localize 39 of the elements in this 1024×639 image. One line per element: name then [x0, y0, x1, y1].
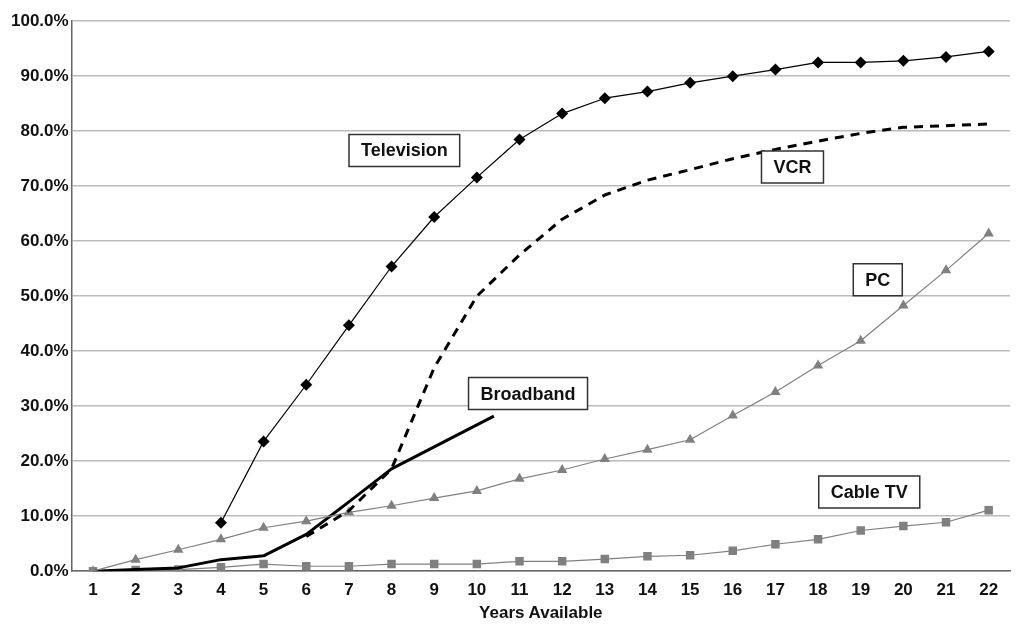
series-label: PC [865, 269, 891, 290]
y-tick-label: 10.0% [20, 505, 69, 525]
y-tick-label: 90.0% [20, 65, 69, 85]
y-tick-label: 40.0% [20, 340, 69, 360]
x-tick-label: 21 [936, 580, 956, 600]
x-tick-label: 7 [344, 580, 354, 600]
x-tick-label: 3 [173, 580, 184, 600]
x-tick-label: 18 [808, 580, 828, 600]
x-tick-label: 22 [979, 580, 999, 600]
x-tick-label: 19 [851, 580, 871, 600]
x-tick-label: 4 [216, 580, 227, 600]
series-label: Television [360, 140, 448, 161]
x-tick-label: 20 [893, 580, 913, 600]
y-tick-label: 60.0% [20, 230, 69, 250]
x-tick-label: 17 [765, 580, 785, 600]
y-tick-label: 50.0% [20, 285, 69, 305]
x-tick-label: 11 [510, 580, 529, 600]
x-axis-title: Years Available [479, 603, 603, 623]
x-tick-label: 2 [130, 580, 141, 600]
x-tick-label: 15 [680, 580, 700, 600]
x-tick-label: 5 [258, 580, 269, 600]
x-tick-label: 16 [723, 580, 743, 600]
y-tick-label: 0.0% [29, 560, 69, 580]
x-tick-label: 13 [595, 580, 615, 600]
x-tick-label: 1 [88, 580, 98, 600]
x-tick-label: 12 [552, 580, 572, 600]
x-tick-label: 6 [301, 580, 311, 600]
x-tick-label: 14 [638, 580, 658, 600]
y-tick-label: 30.0% [20, 395, 69, 415]
y-tick-label: 100.0% [10, 10, 69, 30]
series-label: VCR [773, 156, 812, 177]
y-tick-label: 70.0% [20, 175, 69, 195]
x-tick-label: 9 [429, 580, 439, 600]
y-tick-label: 80.0% [20, 120, 69, 140]
y-tick-label: 20.0% [20, 450, 69, 470]
x-tick-label: 8 [386, 580, 397, 600]
series-label: Broadband [480, 383, 576, 404]
x-tick-label: 10 [467, 580, 487, 600]
series-label: Cable TV [830, 481, 908, 502]
